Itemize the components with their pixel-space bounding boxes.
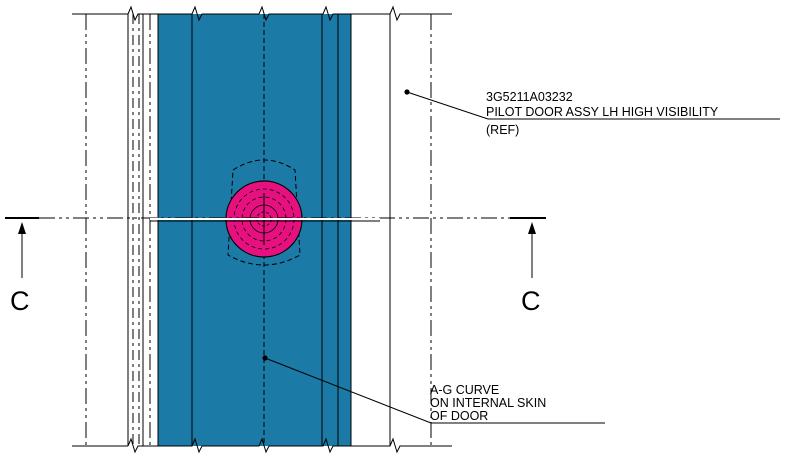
pilot-door-leader xyxy=(404,89,780,120)
bottom-boundary xyxy=(72,437,452,454)
pilot-door-part-number: 3G5211A03232 xyxy=(486,90,573,104)
vertical-lines xyxy=(85,14,432,446)
curve-leader xyxy=(262,355,605,424)
top-boundary xyxy=(72,5,452,22)
curve-label-line3: OF DOOR xyxy=(430,409,488,423)
section-letter-left: C xyxy=(10,286,30,316)
curve-label-line2: ON INTERNAL SKIN xyxy=(430,396,546,410)
section-cut-line xyxy=(5,217,546,278)
curve-label-line1: A-G CURVE xyxy=(430,383,499,397)
pilot-door-description: PILOT DOOR ASSY LH HIGH VISIBILITY xyxy=(486,105,719,119)
section-letter-right: C xyxy=(521,286,541,316)
pilot-door-reference: (REF) xyxy=(486,123,519,137)
